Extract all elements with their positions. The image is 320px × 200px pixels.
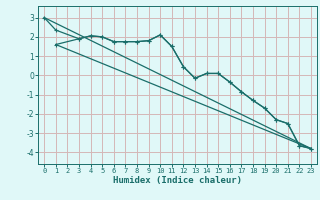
X-axis label: Humidex (Indice chaleur): Humidex (Indice chaleur) — [113, 176, 242, 185]
